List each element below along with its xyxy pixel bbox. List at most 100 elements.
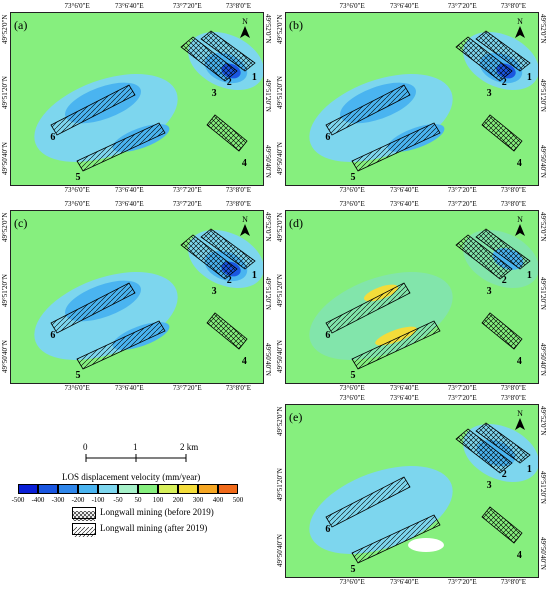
longwall-panel-5 <box>351 122 441 172</box>
svg-text:N: N <box>517 215 523 224</box>
colorbar-label: 50 <box>134 496 142 504</box>
longwall-panel-3 <box>455 36 513 82</box>
colorbar-cell <box>218 484 238 494</box>
longwall-panel-5 <box>351 514 441 564</box>
y-tick-label-right: 49°50'40"N <box>264 342 272 376</box>
longwall-panel-6 <box>50 282 136 334</box>
y-tick-label-left: 49°50'40"N <box>1 339 9 373</box>
panel-label-b: (b) <box>289 18 303 32</box>
x-tick-label: 73°8'0"E <box>500 384 527 392</box>
panel-label-c: (c) <box>14 216 28 230</box>
north-arrow-icon: N <box>513 214 527 243</box>
x-tick-label: 73°7'20"E <box>172 384 202 392</box>
colorbar-label: 200 <box>172 496 184 504</box>
longwall-panel-5 <box>76 122 166 172</box>
map-frame-a <box>10 12 264 186</box>
y-tick-label-left: 49°51'20"N <box>276 274 284 308</box>
mine-number-6: 6 <box>325 132 331 144</box>
x-tick-label: 73°8'0"E <box>500 578 527 586</box>
longwall-panel-4 <box>206 312 248 350</box>
longwall-panel-2 <box>200 228 256 270</box>
map-frame-b <box>285 12 539 186</box>
longwall-panel-4 <box>481 506 523 544</box>
y-tick-label-left: 49°52'0"N <box>1 212 9 243</box>
colorbar-cell <box>138 484 158 494</box>
colorbar-cell <box>98 484 118 494</box>
nodata-zone <box>408 538 444 552</box>
panel-label-d: (d) <box>289 216 303 230</box>
x-tick-label: 73°7'20"E <box>447 384 477 392</box>
mine-number-1: 1 <box>251 270 257 282</box>
y-tick-label-right: 49°50'40"N <box>539 536 547 570</box>
colorbar-cell <box>18 484 38 494</box>
colorbar: -500 -400 -300 -200 -100 -50 50 100 200 300 400 500 <box>12 484 258 508</box>
x-tick-label: 73°6'40"E <box>389 186 419 194</box>
colorbar-label: 400 <box>212 496 224 504</box>
legend-after-swatch <box>72 523 96 537</box>
svg-text:N: N <box>242 17 248 26</box>
mine-number-3: 3 <box>211 285 217 297</box>
x-tick-label: 73°6'0"E <box>64 186 90 194</box>
colorbar-label: -200 <box>71 496 85 504</box>
north-arrow-icon: N <box>238 214 252 243</box>
x-tick-label: 73°7'20"E <box>447 2 477 10</box>
mine-number-5: 5 <box>350 171 356 183</box>
x-tick-label: 73°6'40"E <box>114 200 144 208</box>
mine-number-1: 1 <box>251 72 257 84</box>
y-tick-label-right: 49°50'40"N <box>539 342 547 376</box>
longwall-panel-3 <box>455 234 513 280</box>
colorbar-cell <box>198 484 218 494</box>
mine-number-4: 4 <box>516 550 522 562</box>
y-tick-label-right: 49°51'20"N <box>264 79 272 113</box>
colorbar-label: 500 <box>232 496 244 504</box>
colorbar-label: 300 <box>192 496 204 504</box>
y-tick-label-left: 49°51'20"N <box>1 274 9 308</box>
y-tick-label-right: 49°52'0"N <box>539 14 547 44</box>
north-arrow-icon: N <box>238 16 252 45</box>
x-tick-label: 73°6'40"E <box>114 384 144 392</box>
x-tick-label: 73°7'20"E <box>447 186 477 194</box>
scale-bar-graphic <box>85 454 187 462</box>
longwall-panel-4 <box>481 114 523 152</box>
map-frame-c <box>10 210 264 384</box>
y-tick-label-right: 49°52'0"N <box>539 212 547 242</box>
x-tick-label: 73°6'40"E <box>114 186 144 194</box>
legend-before-swatch <box>72 507 96 521</box>
panel-label-a: (a) <box>14 18 28 32</box>
y-tick-label-right: 49°50'40"N <box>539 144 547 178</box>
longwall-panel-2 <box>200 30 256 72</box>
colorbar-label: -400 <box>31 496 45 504</box>
x-tick-label: 73°6'0"E <box>64 200 90 208</box>
scale-bar: 0 1 2 km <box>82 442 198 464</box>
x-tick-label: 73°8'0"E <box>500 200 527 208</box>
x-tick-label: 73°7'20"E <box>447 578 477 586</box>
longwall-panel-3 <box>180 234 238 280</box>
map-frame-d <box>285 210 539 384</box>
y-tick-label-left: 49°51'20"N <box>1 76 9 110</box>
longwall-panel-2 <box>475 30 531 72</box>
x-tick-label: 73°6'0"E <box>339 394 365 402</box>
mine-number-2: 2 <box>226 275 232 287</box>
x-tick-label: 73°8'0"E <box>225 200 252 208</box>
longwall-panel-6 <box>325 282 411 334</box>
mine-number-6: 6 <box>325 330 331 342</box>
y-tick-label-right: 49°51'20"N <box>539 79 547 113</box>
svg-text:N: N <box>517 17 523 26</box>
colorbar-label: -300 <box>51 496 65 504</box>
x-tick-label: 73°6'0"E <box>339 578 365 586</box>
north-arrow-icon: N <box>513 16 527 45</box>
colorbar-cell <box>78 484 98 494</box>
longwall-panel-6 <box>50 84 136 136</box>
mine-number-2: 2 <box>226 77 232 89</box>
x-tick-label: 73°7'20"E <box>172 2 202 10</box>
x-tick-label: 73°6'0"E <box>339 200 365 208</box>
x-tick-label: 73°8'0"E <box>225 384 252 392</box>
mine-number-1: 1 <box>526 270 532 282</box>
colorbar-cell <box>58 484 78 494</box>
x-tick-label: 73°7'20"E <box>447 394 477 402</box>
colorbar-label: -500 <box>11 496 25 504</box>
mine-number-3: 3 <box>486 479 492 491</box>
x-tick-label: 73°6'40"E <box>389 394 419 402</box>
x-tick-label: 73°7'20"E <box>447 200 477 208</box>
mine-number-5: 5 <box>75 171 81 183</box>
